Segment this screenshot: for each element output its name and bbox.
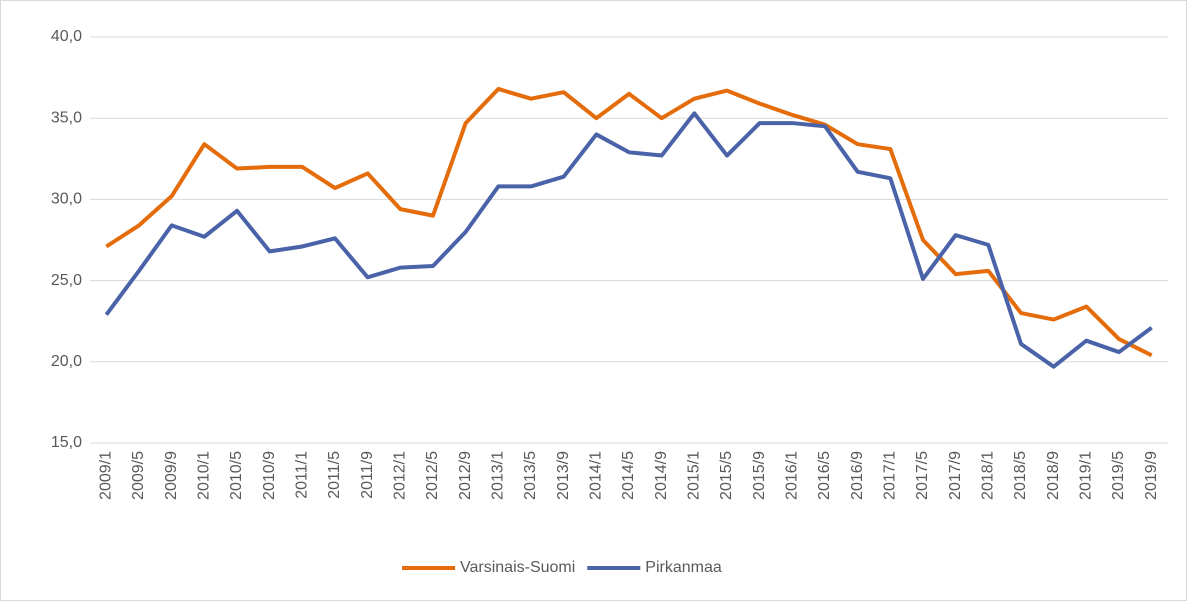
x-tick-label: 2009/9 [163, 451, 180, 500]
x-tick-label: 2012/5 [424, 451, 441, 500]
x-tick-label: 2011/9 [359, 451, 376, 499]
x-tick-label: 2014/9 [653, 451, 670, 500]
series-line [104, 111, 1153, 369]
x-tick-label: 2018/1 [980, 451, 997, 500]
x-tick-label: 2019/5 [1110, 451, 1127, 500]
x-tick-label: 2019/1 [1078, 451, 1095, 500]
y-tick-label: 20,0 [51, 353, 82, 370]
x-tick-label: 2016/1 [784, 451, 801, 500]
x-tick-label: 2011/5 [326, 451, 343, 499]
x-tick-label: 2012/1 [392, 451, 409, 500]
x-tick-label: 2011/1 [294, 451, 311, 499]
x-tick-label: 2018/5 [1012, 451, 1029, 500]
x-tick-label: 2010/1 [196, 451, 213, 500]
x-tick-label: 2017/1 [882, 451, 899, 500]
series-line [105, 86, 1153, 358]
legend-label: Varsinais-Suomi [460, 559, 575, 576]
x-tick-label: 2009/5 [130, 451, 147, 500]
x-tick-label: 2013/5 [522, 451, 539, 500]
y-tick-label: 40,0 [51, 28, 82, 45]
x-tick-label: 2013/9 [555, 451, 572, 500]
x-tick-label: 2015/5 [718, 451, 735, 500]
x-tick-label: 2018/9 [1045, 451, 1062, 500]
x-tick-label: 2015/1 [686, 451, 703, 500]
x-tick-label: 2014/5 [620, 451, 637, 500]
x-tick-label: 2009/1 [98, 451, 115, 500]
y-tick-label: 25,0 [51, 272, 82, 289]
y-tick-label: 15,0 [51, 434, 82, 451]
x-tick-label: 2015/9 [751, 451, 768, 500]
legend-label: Pirkanmaa [645, 559, 722, 576]
x-tick-label: 2010/9 [261, 451, 278, 500]
x-tick-label: 2016/9 [849, 451, 866, 500]
x-tick-label: 2017/9 [947, 451, 964, 500]
x-tick-label: 2013/1 [490, 451, 507, 500]
x-tick-label: 2010/5 [228, 451, 245, 500]
x-tick-label: 2014/1 [588, 451, 605, 500]
x-tick-label: 2017/5 [914, 451, 931, 500]
x-tick-label: 2019/9 [1143, 451, 1160, 500]
x-tick-label: 2012/9 [457, 451, 474, 500]
y-tick-label: 30,0 [51, 191, 82, 208]
y-tick-label: 35,0 [51, 109, 82, 126]
x-tick-label: 2016/5 [816, 451, 833, 500]
